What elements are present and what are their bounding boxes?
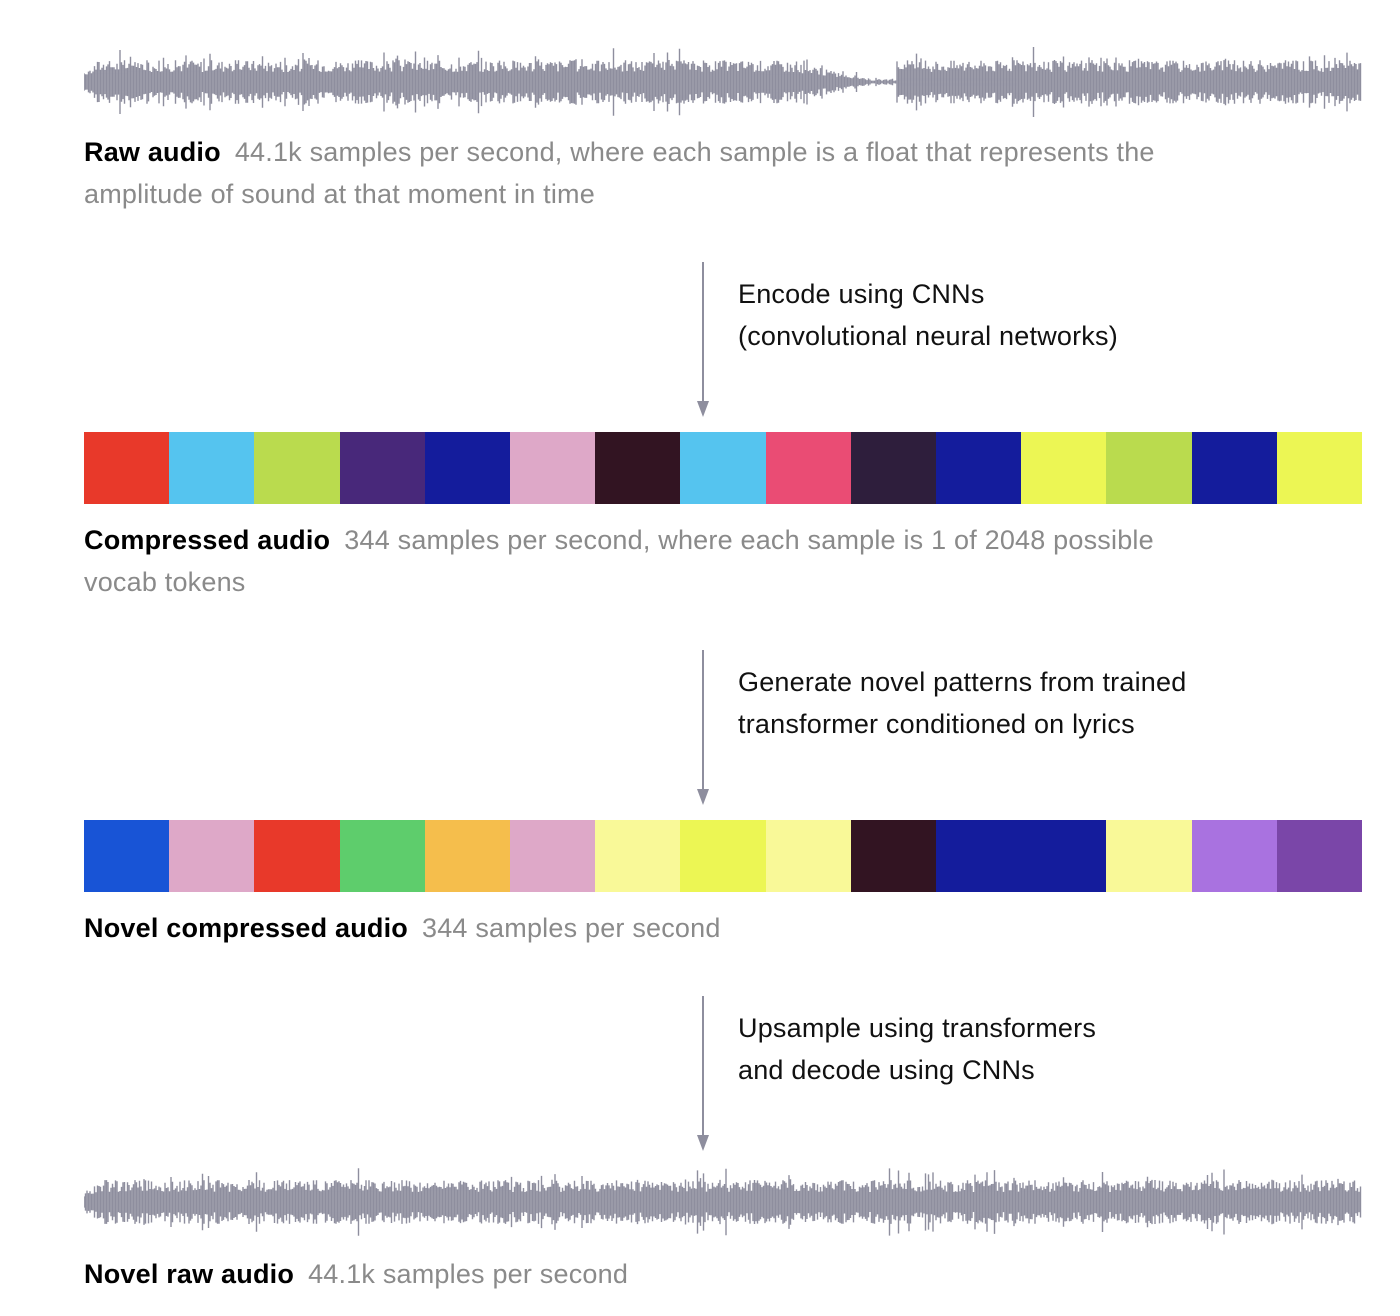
compressed-audio-title: Compressed audio	[84, 525, 331, 555]
novel-token-1	[84, 820, 170, 892]
novel-token-11	[936, 820, 1022, 892]
raw-audio-caption: Raw audio 44.1k samples per second, where…	[84, 131, 1334, 215]
compressed-token-7	[595, 432, 681, 504]
compressed-audio-description-cont: vocab tokens	[84, 567, 246, 597]
compressed-token-11	[936, 432, 1022, 504]
compressed-token-3	[254, 432, 340, 504]
novel-compressed-audio-token-strip	[84, 820, 1363, 892]
novel-token-4	[339, 820, 425, 892]
encode-step-line1: Encode using CNNs	[738, 279, 985, 309]
waveform-trace	[84, 1168, 1362, 1236]
novel-token-8	[680, 820, 766, 892]
novel-token-15	[1276, 820, 1363, 892]
upsample-step-label: Upsample using transformers and decode u…	[738, 1007, 1378, 1091]
novel-raw-audio-waveform	[84, 1168, 1362, 1236]
raw-audio-title: Raw audio	[84, 137, 221, 167]
raw-audio-description: 44.1k samples per second, where each sam…	[234, 137, 1155, 167]
raw-audio-description-cont: amplitude of sound at that moment in tim…	[84, 179, 595, 209]
compressed-token-5	[424, 432, 511, 504]
generate-step-line1: Generate novel patterns from trained	[738, 667, 1187, 697]
compressed-audio-token-strip	[84, 432, 1363, 504]
compressed-token-6	[510, 432, 596, 504]
raw-audio-waveform	[84, 47, 1362, 117]
compressed-token-4	[339, 432, 425, 504]
novel-token-2	[169, 820, 255, 892]
generate-step-label: Generate novel patterns from trained tra…	[738, 661, 1378, 745]
compressed-audio-caption: Compressed audio 344 samples per second, …	[84, 519, 1334, 603]
novel-compressed-audio-caption: Novel compressed audio 344 samples per se…	[84, 907, 1334, 949]
upsample-arrow	[696, 996, 710, 1151]
encode-step-label: Encode using CNNs (convolutional neural …	[738, 273, 1378, 357]
novel-token-13	[1106, 820, 1192, 892]
novel-token-3	[254, 820, 340, 892]
compressed-token-15	[1276, 432, 1363, 504]
compressed-token-10	[850, 432, 937, 504]
novel-raw-audio-description: 44.1k samples per second	[308, 1259, 629, 1289]
encode-step-line2: (convolutional neural networks)	[738, 321, 1118, 351]
arrow-head-icon	[697, 1135, 709, 1151]
compressed-token-14	[1191, 432, 1277, 504]
novel-raw-audio-title: Novel raw audio	[84, 1259, 295, 1289]
novel-token-5	[424, 820, 511, 892]
compressed-token-12	[1021, 432, 1107, 504]
novel-token-12	[1021, 820, 1107, 892]
arrow-head-icon	[697, 401, 709, 417]
compressed-token-9	[765, 432, 851, 504]
generate-arrow	[696, 650, 710, 805]
upsample-step-line1: Upsample using transformers	[738, 1013, 1097, 1043]
encode-arrow	[696, 262, 710, 417]
novel-token-9	[765, 820, 851, 892]
waveform-trace	[84, 47, 1362, 117]
compressed-token-2	[169, 432, 255, 504]
novel-compressed-audio-title: Novel compressed audio	[84, 913, 408, 943]
compressed-token-13	[1106, 432, 1192, 504]
novel-token-14	[1191, 820, 1277, 892]
novel-raw-audio-caption: Novel raw audio 44.1k samples per second	[84, 1253, 1334, 1295]
novel-token-10	[850, 820, 937, 892]
generate-step-line2: transformer conditioned on lyrics	[738, 709, 1135, 739]
compressed-audio-description: 344 samples per second, where each sampl…	[344, 525, 1154, 555]
compressed-token-1	[84, 432, 170, 504]
novel-token-6	[510, 820, 596, 892]
upsample-step-line2: and decode using CNNs	[738, 1055, 1035, 1085]
novel-token-7	[595, 820, 681, 892]
compressed-token-8	[680, 432, 766, 504]
novel-compressed-audio-description: 344 samples per second	[422, 913, 721, 943]
arrow-head-icon	[697, 789, 709, 805]
